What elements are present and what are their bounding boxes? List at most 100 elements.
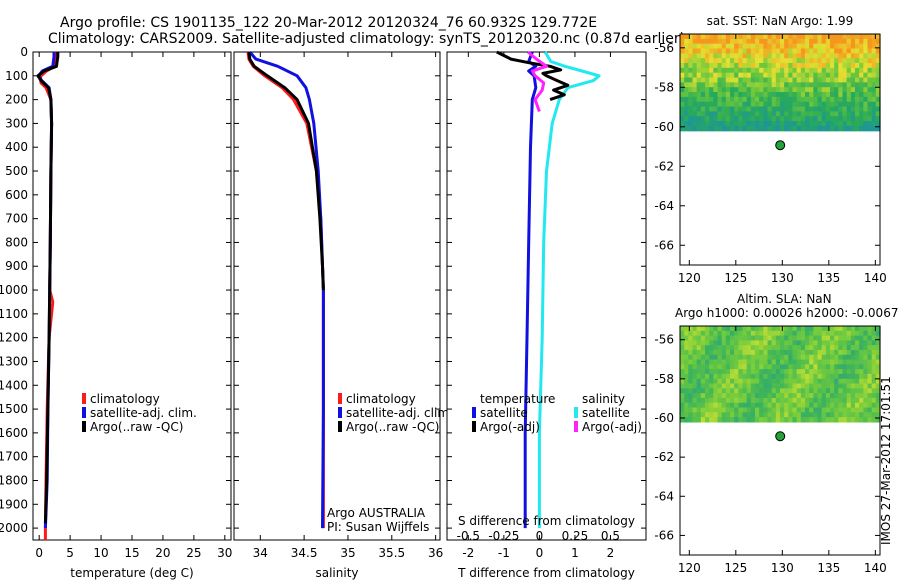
field-cell <box>875 330 881 337</box>
field-cell <box>825 38 831 45</box>
field-cell <box>780 388 785 394</box>
field-cell <box>713 96 719 103</box>
field-cell <box>688 383 694 389</box>
field-cell <box>830 349 835 356</box>
field-cell <box>680 101 685 108</box>
s-axis-tick-label: -0.5 <box>457 529 480 543</box>
field-cell <box>713 82 719 88</box>
field-cell <box>800 82 806 88</box>
field-cell <box>775 335 781 341</box>
field-cell <box>746 116 752 122</box>
field-cell <box>834 48 839 54</box>
field-cell <box>800 326 806 332</box>
field-cell <box>792 34 798 40</box>
field-cell <box>721 48 727 54</box>
field-cell <box>792 345 798 351</box>
field-cell <box>863 383 869 389</box>
field-cell <box>775 349 781 356</box>
field-cell <box>763 67 769 74</box>
field-cell <box>742 340 748 346</box>
field-cell <box>709 106 714 112</box>
field-cell <box>871 38 877 45</box>
field-cell <box>830 63 835 69</box>
field-cell <box>730 82 735 88</box>
field-cell <box>713 340 719 346</box>
field-cell <box>846 388 852 394</box>
field-cell <box>746 364 752 370</box>
field-cell <box>830 111 835 117</box>
field-cell <box>863 101 869 108</box>
field-cell <box>738 125 744 132</box>
field-cell <box>838 87 844 93</box>
field-cell <box>871 330 877 337</box>
field-cell <box>771 359 777 365</box>
field-cell <box>755 101 760 108</box>
field-cell <box>859 48 864 54</box>
field-cell <box>684 53 689 59</box>
field-cell <box>859 326 864 332</box>
field-cell <box>842 34 848 40</box>
field-cell <box>821 67 827 74</box>
field-cell <box>680 58 685 64</box>
field-cell <box>863 121 869 127</box>
field-cell <box>775 340 781 346</box>
field-cell <box>688 335 694 341</box>
field-cell <box>817 72 823 79</box>
field-cell <box>759 388 764 394</box>
field-cell <box>821 335 827 341</box>
field-cell <box>867 53 873 59</box>
field-cell <box>688 378 694 385</box>
field-cell <box>771 96 777 103</box>
field-cell <box>688 373 694 380</box>
field-cell <box>767 417 773 423</box>
field-cell <box>705 340 710 346</box>
field-cell <box>871 53 877 59</box>
field-cell <box>709 369 714 375</box>
x-tick-label: -2 <box>462 546 474 560</box>
field-cell <box>834 349 839 356</box>
field-cell <box>763 101 769 108</box>
field-cell <box>755 63 760 69</box>
field-cell <box>846 116 852 122</box>
legend-temp-argo-label: Argo(-adj) <box>480 420 540 434</box>
field-cell <box>805 92 810 98</box>
field-cell <box>809 38 814 45</box>
field-cell <box>859 417 864 423</box>
field-cell <box>705 345 710 351</box>
field-cell <box>738 53 744 59</box>
field-cell <box>850 407 856 413</box>
field-cell <box>705 106 710 112</box>
field-cell <box>838 383 844 389</box>
field-cell <box>709 43 714 50</box>
field-cell <box>796 412 802 418</box>
field-cell <box>759 364 764 370</box>
lon-tick-label: 130 <box>771 561 794 575</box>
field-cell <box>700 349 706 356</box>
field-cell <box>838 72 844 79</box>
field-cell <box>800 364 806 370</box>
field-cell <box>863 67 869 74</box>
field-cell <box>763 326 769 332</box>
field-cell <box>750 101 756 108</box>
x-tick-label: 1 <box>571 546 579 560</box>
field-cell <box>813 96 819 103</box>
field-cell <box>780 38 785 45</box>
field-cell <box>721 106 727 112</box>
field-cell <box>867 373 873 380</box>
field-cell <box>680 96 685 103</box>
field-cell <box>709 407 714 413</box>
field-cell <box>788 417 794 423</box>
field-cell <box>784 412 789 418</box>
field-cell <box>821 34 827 40</box>
field-cell <box>725 116 731 122</box>
field-cell <box>734 121 739 127</box>
field-cell <box>759 393 764 399</box>
field-cell <box>746 340 752 346</box>
field-cell <box>734 106 739 112</box>
field-cell <box>830 345 835 351</box>
field-cell <box>863 369 869 375</box>
field-cell <box>680 77 685 83</box>
field-cell <box>688 87 694 93</box>
field-cell <box>734 92 739 98</box>
depth-tick-label: 1900 <box>0 497 28 511</box>
